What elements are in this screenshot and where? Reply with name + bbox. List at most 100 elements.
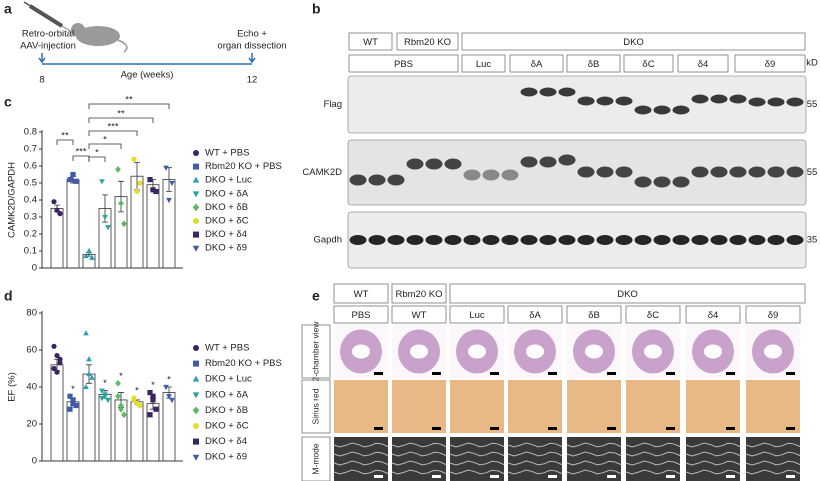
band: [615, 235, 633, 245]
histology: [334, 380, 388, 433]
header-box: [449, 283, 806, 304]
band: [653, 176, 671, 188]
m-mode-trace: [391, 469, 447, 475]
legend-label: Rbm20 KO + PBS: [205, 161, 282, 172]
y-tick-label: 0.6: [24, 161, 37, 172]
panel-letter: a: [4, 1, 12, 17]
row-label: 2-chamber view: [310, 321, 320, 382]
legend-label: DKO + δ4: [205, 436, 247, 447]
significance: *: [103, 135, 107, 146]
header-box: [461, 54, 506, 73]
m-mode-trace: [333, 469, 389, 475]
legend-marker: [193, 218, 199, 224]
blot: [347, 139, 807, 206]
legend-label: DKO + δC: [205, 421, 249, 432]
significance: *: [95, 148, 99, 159]
bar: [50, 208, 64, 269]
legend-label: DKO + Luc: [205, 175, 252, 186]
band: [501, 235, 519, 245]
histology: [686, 380, 740, 433]
row-label-box: [301, 324, 331, 379]
legend-marker: [193, 360, 199, 367]
header-box: [391, 283, 447, 304]
header-label: WT: [363, 37, 378, 48]
endpoint-label: organ dissection: [217, 41, 286, 52]
scale-bar: [374, 372, 383, 375]
scale-bar: [490, 475, 499, 478]
data-point: [70, 171, 76, 178]
header-label: PBS: [351, 310, 370, 321]
band: [406, 158, 424, 170]
header-box: [566, 305, 622, 324]
band: [672, 176, 690, 188]
m-mode-trace: [333, 451, 389, 457]
significance: *: [151, 380, 155, 391]
y-tick-label: 60: [26, 345, 37, 356]
band: [710, 166, 728, 178]
data-point: [115, 379, 121, 387]
legend-label: DKO + δ4: [205, 229, 247, 240]
heart-lumen: [468, 344, 486, 359]
band: [520, 235, 538, 245]
data-point: [147, 412, 153, 418]
blot: [347, 211, 807, 269]
legend-label: WT + PBS: [205, 343, 249, 354]
scale-bar: [374, 475, 383, 478]
significance-bracket: [88, 130, 138, 136]
injection-icon: [23, 1, 128, 53]
band: [444, 235, 462, 245]
m-mode: [567, 437, 621, 481]
band: [463, 169, 481, 181]
header-label: Luc: [469, 310, 485, 321]
panel-letter: c: [4, 94, 12, 110]
m-mode-trace: [391, 442, 447, 448]
heart-lumen: [410, 344, 428, 359]
legend-marker: [193, 163, 199, 170]
histology: [508, 380, 562, 433]
band: [691, 166, 709, 178]
legend-marker: [192, 392, 200, 399]
legend-label: DKO + δA: [205, 188, 249, 199]
panel-letter: e: [312, 288, 320, 304]
band: [691, 235, 709, 245]
band: [653, 235, 671, 245]
timeline: [38, 53, 256, 65]
bar: [146, 184, 160, 269]
m-mode-trace: [745, 469, 801, 475]
data-point: [115, 166, 121, 173]
data-point: [118, 405, 124, 413]
m-mode-trace: [566, 460, 622, 466]
legend-marker: [192, 454, 200, 461]
legend-marker: [192, 191, 200, 198]
heart-lumen: [526, 344, 544, 359]
band: [520, 156, 538, 168]
legend-label: DKO + δ9: [205, 452, 247, 463]
heart-lumen: [704, 344, 722, 359]
header-label: δ9: [768, 310, 779, 321]
m-mode-trace: [507, 460, 563, 466]
legend-label: DKO + δC: [205, 216, 249, 227]
data-point: [54, 352, 60, 359]
m-mode-trace: [685, 469, 741, 475]
m-mode-trace: [745, 451, 801, 457]
significance: *: [167, 375, 171, 386]
header-label: δC: [647, 310, 659, 321]
blot-size: 55: [807, 99, 818, 110]
y-axis-label: EF (%): [7, 372, 18, 402]
data-point: [73, 402, 79, 409]
band: [501, 169, 519, 181]
significance: **: [117, 109, 125, 120]
scale-bar: [607, 372, 616, 375]
significance: **: [125, 95, 133, 106]
data-point: [54, 369, 60, 375]
m-mode-trace: [507, 469, 563, 475]
significance-bracket: [88, 156, 106, 162]
y-tick-label: 80: [26, 308, 37, 319]
timeline-end: 12: [247, 75, 258, 86]
m-mode: [334, 437, 388, 481]
scale-bar: [490, 372, 499, 375]
data-point: [147, 389, 153, 396]
band: [596, 166, 614, 178]
header-label: DKO: [617, 289, 638, 300]
legend-marker: [193, 231, 199, 238]
